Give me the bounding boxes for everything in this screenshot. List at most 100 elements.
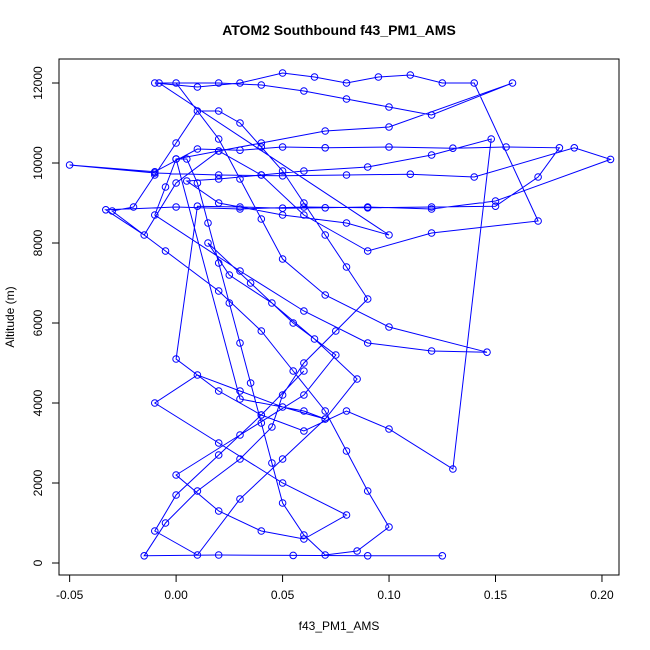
- data-point: [236, 395, 244, 403]
- data-point: [193, 83, 202, 91]
- data-point: [172, 471, 180, 479]
- data-point: [214, 199, 223, 207]
- data-point: [606, 155, 615, 164]
- data-point: [172, 179, 180, 187]
- data-point: [214, 79, 223, 87]
- data-point: [214, 107, 223, 115]
- data-point: [534, 217, 542, 225]
- data-point: [321, 204, 330, 212]
- data-point: [183, 155, 191, 163]
- data-point: [438, 79, 447, 87]
- data-point: [161, 183, 170, 191]
- y-axis-label: Altitude (m): [3, 286, 17, 347]
- data-point: [342, 447, 351, 455]
- data-point: [151, 169, 159, 177]
- data-point: [172, 79, 180, 87]
- data-point: [151, 527, 159, 535]
- data-point: [257, 419, 266, 427]
- data-point: [310, 335, 319, 343]
- data-point: [183, 177, 191, 185]
- data-point: [214, 507, 223, 515]
- data-point: [385, 123, 393, 131]
- data-point: [300, 531, 308, 539]
- data-point: [236, 455, 244, 463]
- data-point: [385, 103, 393, 111]
- data-point: [289, 551, 298, 560]
- y-tick-label: 0: [31, 559, 45, 566]
- data-point: [363, 163, 372, 171]
- data-point: [246, 379, 255, 387]
- data-point: [385, 231, 393, 239]
- chart-title: ATOM2 Southbound f43_PM1_AMS: [222, 22, 456, 38]
- data-point: [161, 519, 170, 527]
- data-point: [161, 247, 170, 255]
- data-point: [321, 407, 330, 415]
- data-point: [385, 425, 393, 433]
- data-point: [236, 339, 244, 347]
- data-point: [491, 202, 500, 210]
- data-point: [342, 171, 351, 179]
- data-point: [236, 175, 244, 183]
- data-point: [193, 179, 202, 187]
- data-point: [555, 144, 564, 152]
- data-point: [427, 203, 436, 211]
- data-point: [151, 171, 159, 179]
- data-point: [268, 459, 276, 467]
- data-point: [236, 387, 244, 395]
- data-point: [363, 339, 372, 347]
- plot-area-frame: [58, 58, 620, 576]
- data-point: [406, 71, 415, 79]
- data-point: [193, 551, 202, 559]
- x-tick-label: 0.15: [484, 588, 508, 602]
- data-point: [332, 351, 340, 359]
- data-point: [214, 175, 223, 183]
- data-point: [193, 487, 202, 495]
- data-point: [236, 203, 244, 211]
- data-point: [236, 495, 244, 503]
- data-point: [140, 231, 148, 239]
- data-point: [268, 299, 276, 307]
- data-point: [257, 527, 266, 535]
- x-tick-label: -0.05: [56, 588, 84, 602]
- data-point: [257, 171, 266, 179]
- y-axis: 0 2000 4000 6000 8000 10000 12000: [31, 66, 60, 566]
- data-point: [278, 172, 287, 180]
- data-point: [300, 307, 308, 315]
- data-point: [300, 427, 308, 435]
- data-point: [385, 523, 393, 531]
- data-point: [151, 211, 159, 219]
- data-point: [214, 147, 223, 155]
- data-point: [278, 455, 287, 463]
- data-point: [193, 145, 202, 153]
- data-point: [236, 119, 244, 127]
- data-point: [427, 151, 436, 159]
- x-tick-label: 0.10: [377, 588, 401, 602]
- data-point: [236, 431, 244, 439]
- data-point: [300, 359, 308, 367]
- data-point: [278, 255, 287, 263]
- data-point: [427, 229, 436, 237]
- data-point: [246, 279, 255, 287]
- data-point: [374, 73, 383, 81]
- data-point: [257, 215, 266, 223]
- x-tick-label: 0.00: [164, 588, 188, 602]
- data-point: [257, 411, 266, 419]
- data-point: [353, 375, 361, 383]
- data-point: [278, 167, 287, 175]
- data-point: [214, 287, 223, 295]
- data-point: [427, 205, 436, 213]
- data-point: [204, 219, 212, 227]
- data-point: [172, 491, 180, 499]
- data-point: [257, 143, 266, 151]
- data-point: [151, 79, 159, 87]
- data-point: [508, 79, 517, 87]
- data-point: [483, 348, 491, 357]
- data-point: [427, 347, 436, 355]
- data-point: [502, 143, 510, 151]
- data-point: [363, 203, 372, 211]
- data-point: [470, 79, 479, 87]
- data-point: [278, 403, 287, 411]
- data-point: [332, 327, 340, 335]
- data-point: [257, 139, 266, 147]
